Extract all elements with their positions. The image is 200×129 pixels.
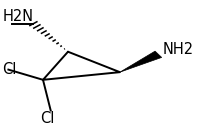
- Text: Cl: Cl: [3, 62, 17, 77]
- Text: Cl: Cl: [40, 111, 54, 126]
- Polygon shape: [120, 51, 162, 72]
- Text: NH2: NH2: [162, 42, 193, 57]
- Text: H2N: H2N: [3, 9, 34, 23]
